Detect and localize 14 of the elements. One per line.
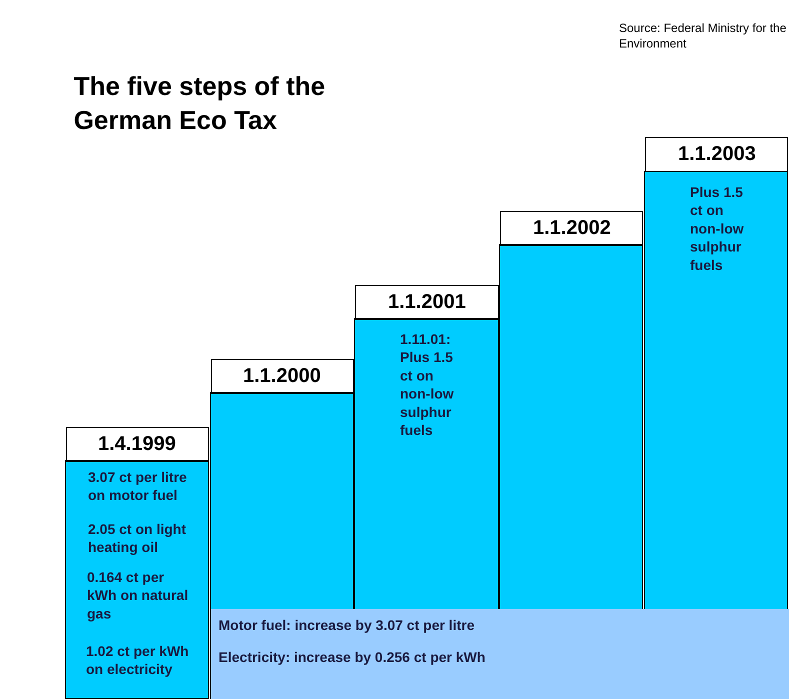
x-tick-label: 1.1.2003 bbox=[678, 143, 756, 165]
annotation: Plus 1.5 ct on non-low sulphur fuels bbox=[690, 184, 744, 273]
x-tick-label: 1.1.2002 bbox=[533, 217, 611, 239]
source-note: Source: Federal Ministry for the Environment bbox=[619, 21, 787, 51]
x-tick-label: 1.4.1999 bbox=[98, 433, 176, 455]
annotation: 3.07 ct per litre on motor fuel bbox=[88, 469, 188, 504]
annotation: 2.05 ct on light heating oil bbox=[88, 521, 186, 556]
chart-title: The five steps of the German Eco Tax bbox=[74, 71, 326, 135]
annotation: 0.164 ct per kWh on natural gas bbox=[87, 569, 188, 622]
annotation: 1.02 ct per kWh on electricity bbox=[86, 643, 189, 678]
annotation: 1.11.01: Plus 1.5 ct on non-low sulphur fuels bbox=[400, 331, 454, 438]
x-tick-label: 1.1.2001 bbox=[388, 291, 466, 313]
x-tick-label: 1.1.2000 bbox=[243, 365, 321, 387]
note-panel: Motor fuel: increase by 3.07 ct per litre Electricity: increase by 0.256 ct per kWh bbox=[210, 609, 789, 699]
